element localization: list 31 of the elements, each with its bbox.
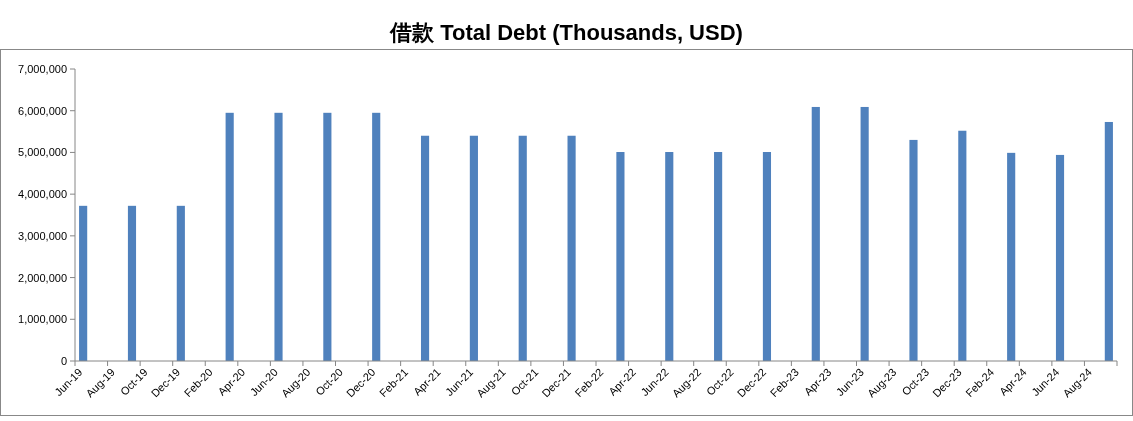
bar [616,152,625,361]
bar [762,152,772,361]
bar [79,205,88,361]
bar [323,112,332,361]
bar [372,112,381,361]
bar [567,135,576,361]
bar [811,106,820,361]
title: 借款 Total Debt (Thousands, USD) [390,20,743,45]
bar [127,205,137,361]
bar [469,135,478,361]
y-tick-label: 0 [60,355,67,367]
bar [1007,152,1016,361]
bar [958,130,967,361]
y-tick-label: 4,000,000 [18,188,67,201]
y-tick-label: 2,000,000 [18,271,67,284]
bar [518,135,527,361]
bar [714,152,723,361]
bar [274,112,283,361]
y-tick-label: 5,000,000 [18,146,67,159]
bar [665,152,674,361]
bar [1104,121,1113,361]
bar [225,112,234,361]
bar [1055,154,1065,361]
y-tick-label: 6,000,000 [18,104,67,117]
y-tick-label: 1,000,000 [18,313,67,326]
y-tick-label: 3,000,000 [18,229,67,242]
y-tick-label: 7,000,000 [18,63,67,75]
bar [420,135,430,361]
bar [176,205,185,361]
bar [860,106,869,361]
bar [909,139,918,361]
